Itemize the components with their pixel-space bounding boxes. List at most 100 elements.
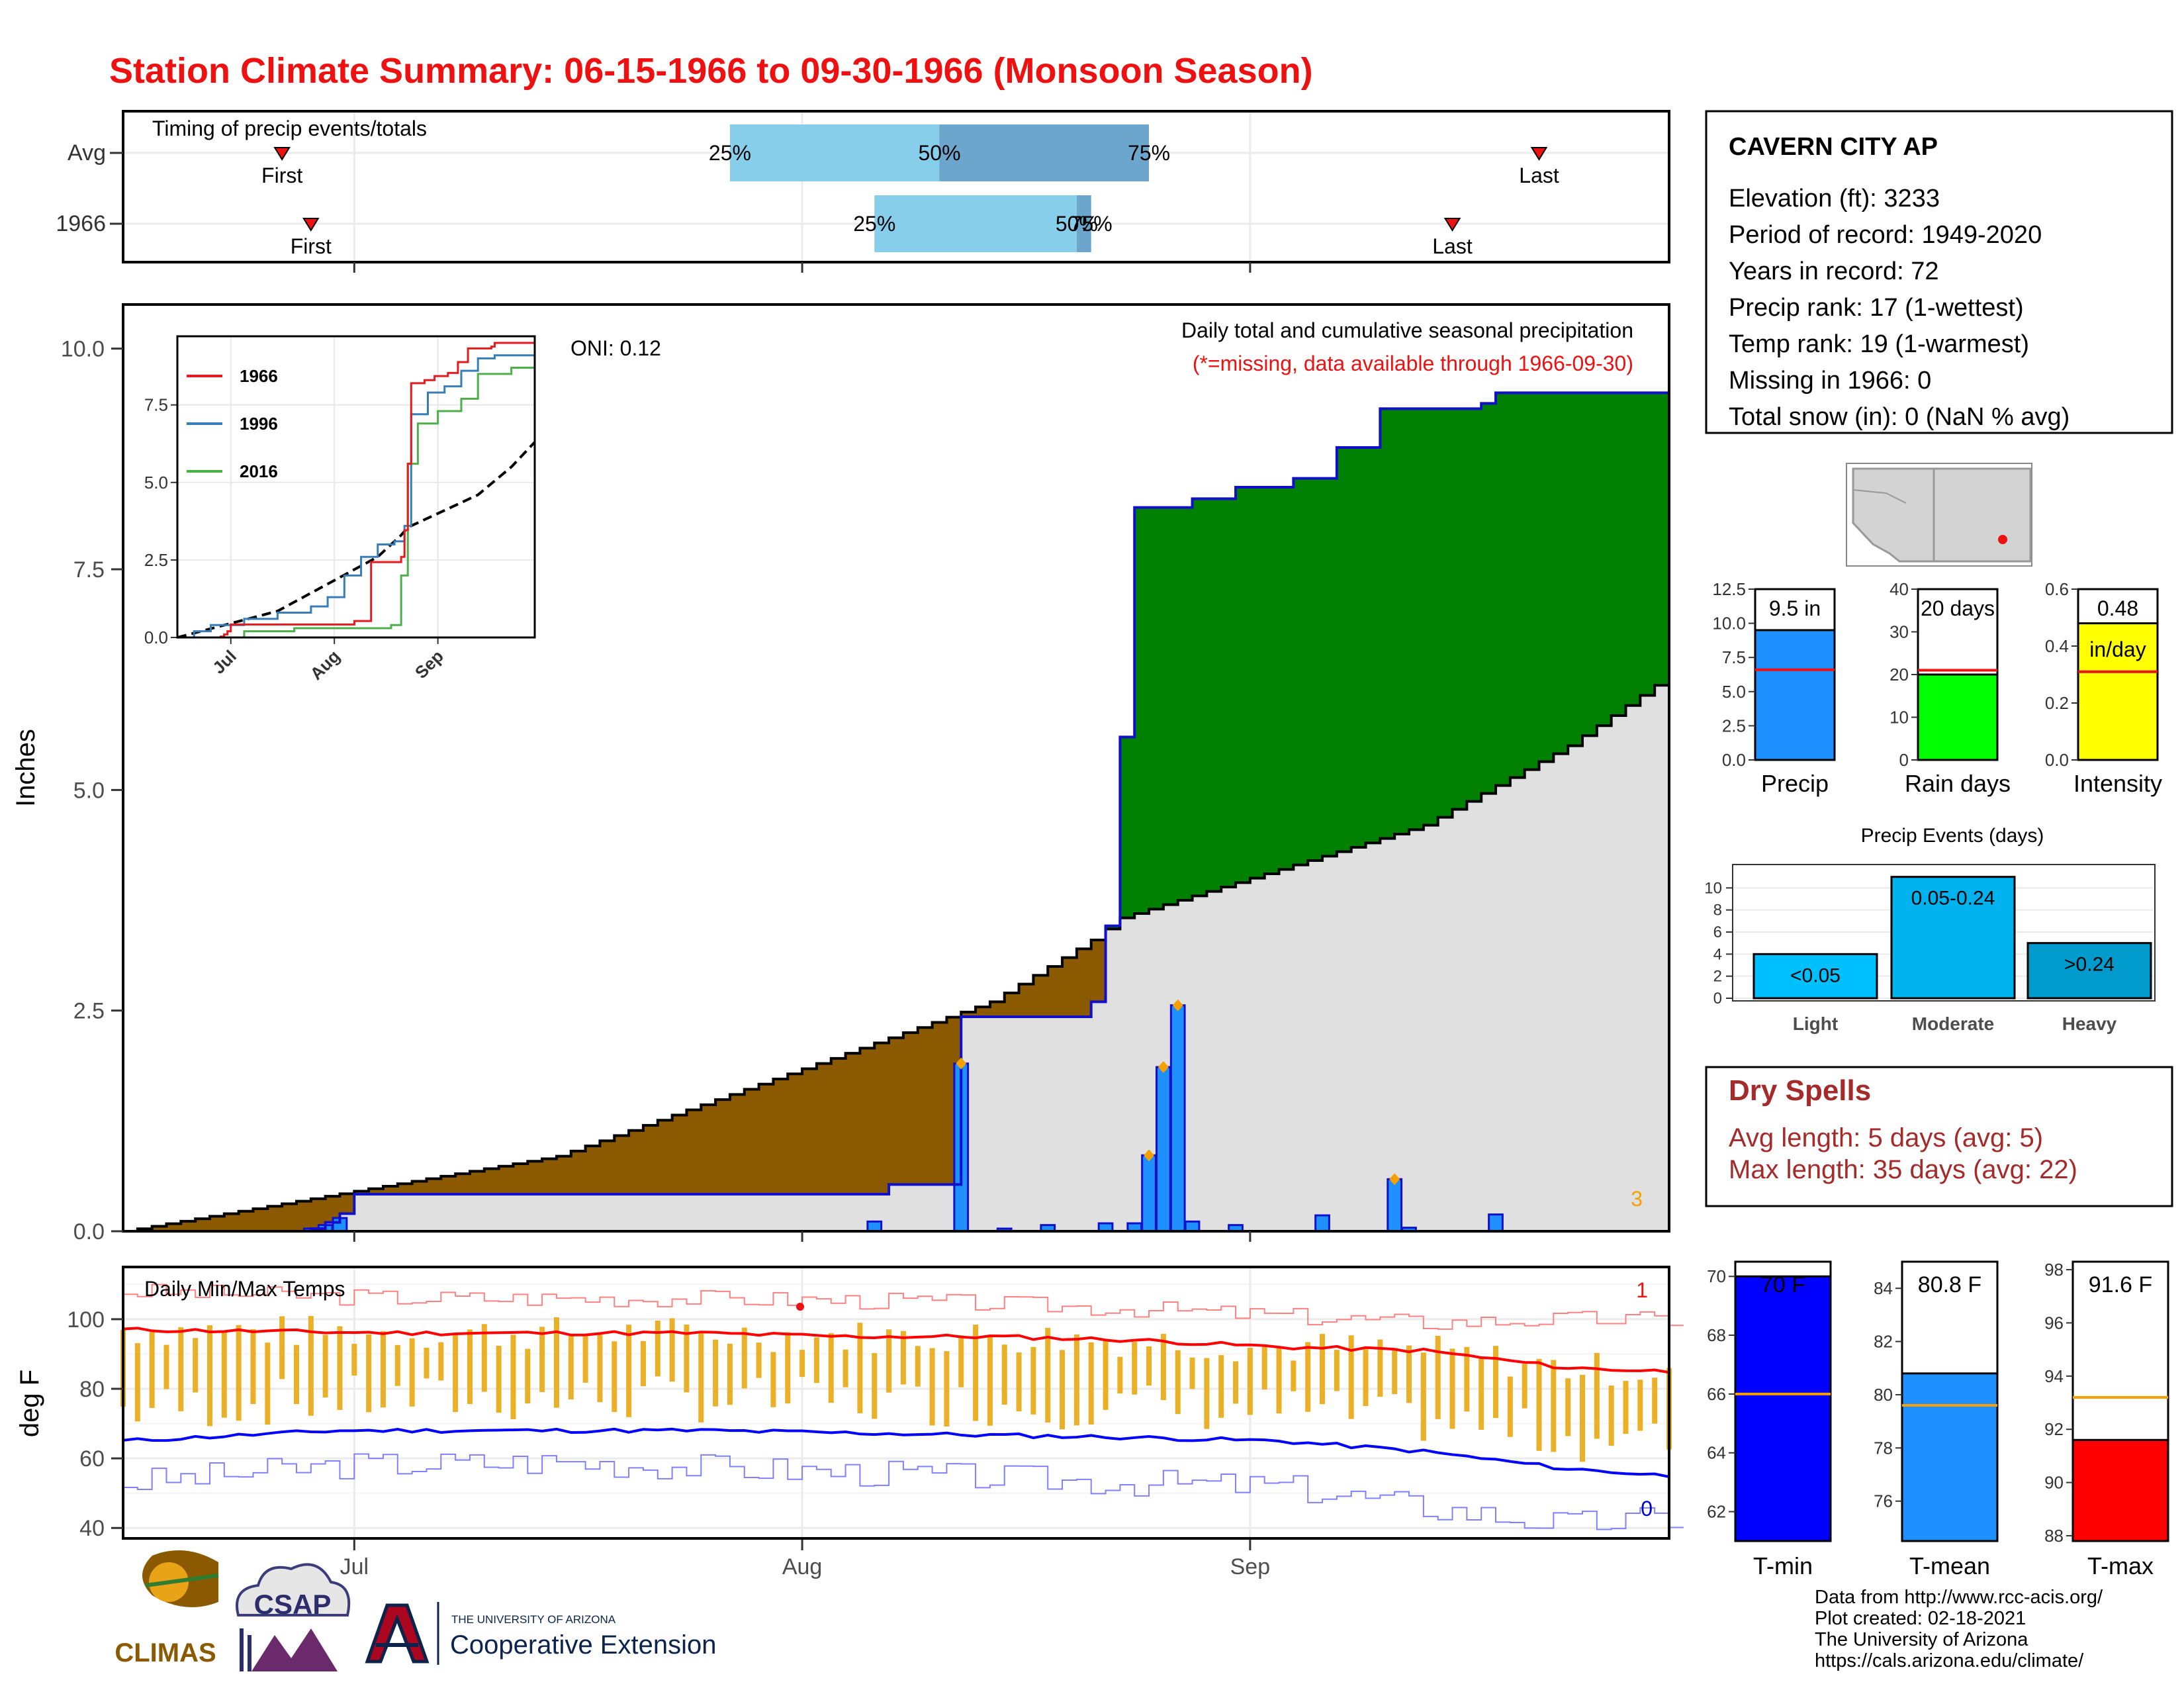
- daily-temp-range-bar: [1016, 1352, 1022, 1412]
- dry-spells-avg: Avg length: 5 days (avg: 5): [1729, 1123, 2043, 1152]
- record-low-count: 0: [1641, 1497, 1653, 1521]
- daily-temp-range-bar: [1623, 1381, 1629, 1434]
- figure-title: Station Climate Summary: 06-15-1966 to 0…: [109, 51, 1313, 91]
- daily-temp-range-bar: [785, 1332, 791, 1404]
- ua-small-text: THE UNIVERSITY OF ARIZONA: [451, 1613, 616, 1626]
- summary-ytick-label: 0.6: [2045, 579, 2069, 599]
- daily-temp-range-bar: [380, 1331, 386, 1408]
- daily-temp-range-bar: [265, 1342, 271, 1425]
- inset-series-1966: [177, 342, 535, 639]
- inset-legend-label: 1996: [240, 414, 278, 434]
- daily-temp-range-bar: [351, 1344, 357, 1376]
- precip-ytick-label: 5.0: [73, 778, 105, 803]
- daily-temp-range-bar: [987, 1336, 993, 1426]
- daily-temp-range-bar: [539, 1327, 545, 1392]
- csap-text: CSAP: [254, 1589, 332, 1620]
- timing-quantile-label: 75%: [1070, 212, 1113, 236]
- event-bar: [2026, 942, 2152, 1000]
- daily-temp-range-bar: [193, 1338, 199, 1393]
- inset-series-1996: [177, 354, 535, 639]
- events-ytick-label: 10: [1704, 879, 1722, 897]
- daily-temp-range-bar: [640, 1340, 646, 1387]
- daily-temp-range-bar: [1189, 1357, 1195, 1389]
- dry-spells-max: Max length: 35 days (avg: 22): [1729, 1155, 2077, 1184]
- daily-temp-range-bar: [1117, 1356, 1123, 1394]
- state-outlines: [1852, 467, 2032, 563]
- daily-temp-range-bar: [799, 1350, 805, 1378]
- daily-temp-range-bar: [1536, 1358, 1542, 1451]
- daily-temp-range-bar: [1464, 1346, 1470, 1412]
- station-info-line: Precip rank: 17 (1-wettest): [1729, 294, 2024, 322]
- daily-temp-range-bar: [1060, 1350, 1066, 1430]
- summary-ytick-label: 30: [1889, 622, 1909, 642]
- footer-line: The University of Arizona: [1815, 1629, 2028, 1650]
- station-info-line: Years in record: 72: [1729, 258, 1939, 285]
- dry-spells-box: Dry Spells Avg length: 5 days (avg: 5) M…: [1705, 1066, 2173, 1207]
- daily-temp-range-bar: [1479, 1357, 1484, 1430]
- timing-quantile-label: 25%: [853, 212, 895, 236]
- timing-event-label: First: [291, 234, 332, 258]
- daily-temp-range-bar: [481, 1324, 487, 1392]
- daily-temp-range-bar: [756, 1342, 762, 1378]
- summary-bar: [1917, 673, 1999, 761]
- precip-ylabel: Inches: [11, 729, 40, 807]
- daily-temp-range-bar: [134, 1343, 140, 1422]
- temp-ytick-label: 100: [67, 1307, 105, 1333]
- daily-temp-range-bar: [553, 1317, 559, 1408]
- daily-temp-range-bar: [1261, 1344, 1267, 1390]
- timing-row-avg-label: Avg: [68, 140, 106, 165]
- daily-temp-range-bar: [337, 1326, 343, 1410]
- heavy-precip-marker: [1389, 1173, 1400, 1186]
- daily-temp-range-bar: [206, 1325, 212, 1427]
- summary-bar-value: 9.5 in: [1769, 596, 1821, 620]
- temp-summary-ytick-label: 64: [1707, 1443, 1726, 1463]
- daily-temp-range-bar: [1493, 1346, 1499, 1419]
- summary-bar-charts: 9.5 in Precip 0.0 2.5 5.0 7.5 10.0 12.5 20 days R…: [1712, 579, 2162, 797]
- missing-note: (*=missing, data available through 1966-…: [1193, 352, 1633, 375]
- daily-temp-range-bar: [770, 1352, 776, 1407]
- summary-bar-unit: in/day: [2089, 637, 2146, 661]
- heavy-precip-marker: [1144, 1149, 1155, 1162]
- summary-ytick-label: 10.0: [1712, 614, 1746, 633]
- events-title: Precip Events (days): [1861, 825, 2044, 847]
- daily-temp-range-bar: [1146, 1346, 1152, 1386]
- summary-bar-value: 0.48: [2097, 596, 2138, 620]
- daily-temp-range-bar: [1160, 1334, 1166, 1401]
- summary-ytick-label: 0.0: [2045, 750, 2069, 770]
- daily-temp-range-bar: [322, 1335, 328, 1398]
- daily-temp-range-bar: [308, 1316, 314, 1416]
- timing-event-label: Last: [1432, 234, 1473, 258]
- xaxis-tick-label: Sep: [1230, 1554, 1271, 1579]
- daily-temp-range-bar: [1522, 1364, 1527, 1409]
- inset-series-2016: [177, 366, 536, 639]
- daily-temp-range-bar: [236, 1325, 242, 1421]
- daily-temp-range-bar: [612, 1341, 617, 1413]
- summary-ytick-label: 0.2: [2045, 693, 2069, 713]
- daily-temp-range-bar: [149, 1332, 155, 1408]
- daily-temp-range-bar: [872, 1353, 878, 1419]
- temp-summary-ytick-label: 92: [2044, 1419, 2064, 1439]
- daily-temp-range-bar: [655, 1321, 660, 1377]
- daily-temp-range-bar: [713, 1339, 719, 1407]
- daily-temp-range-bar: [1565, 1378, 1571, 1436]
- daily-temp-range-bar: [842, 1349, 848, 1387]
- timing-panel-label: Timing of precip events/totals: [152, 117, 427, 140]
- csap-logo: CSAP: [236, 1563, 351, 1671]
- temp-ytick-label: 60: [79, 1446, 105, 1472]
- daily-temp-range-bar: [669, 1318, 675, 1382]
- record-high-count: 1: [1636, 1278, 1648, 1302]
- daily-precip-bar: [1387, 1178, 1403, 1233]
- daily-temp-range-bar: [1247, 1347, 1253, 1415]
- xaxis-tick-label: Jul: [340, 1554, 369, 1579]
- precip-ytick-label: 2.5: [73, 999, 105, 1024]
- daily-temp-range-bar: [279, 1316, 285, 1380]
- record-high-line: [123, 1284, 1684, 1330]
- summary-ytick-label: 5.0: [1722, 682, 1746, 702]
- daily-temp-range-bar: [178, 1327, 184, 1411]
- normal-min-line: [122, 1427, 1670, 1478]
- daily-temp-range-bar: [1507, 1376, 1513, 1437]
- events-ytick-label: 2: [1713, 968, 1722, 986]
- daily-temp-range-bar: [1551, 1360, 1557, 1452]
- timing-quantile-label: 50%: [1056, 212, 1098, 236]
